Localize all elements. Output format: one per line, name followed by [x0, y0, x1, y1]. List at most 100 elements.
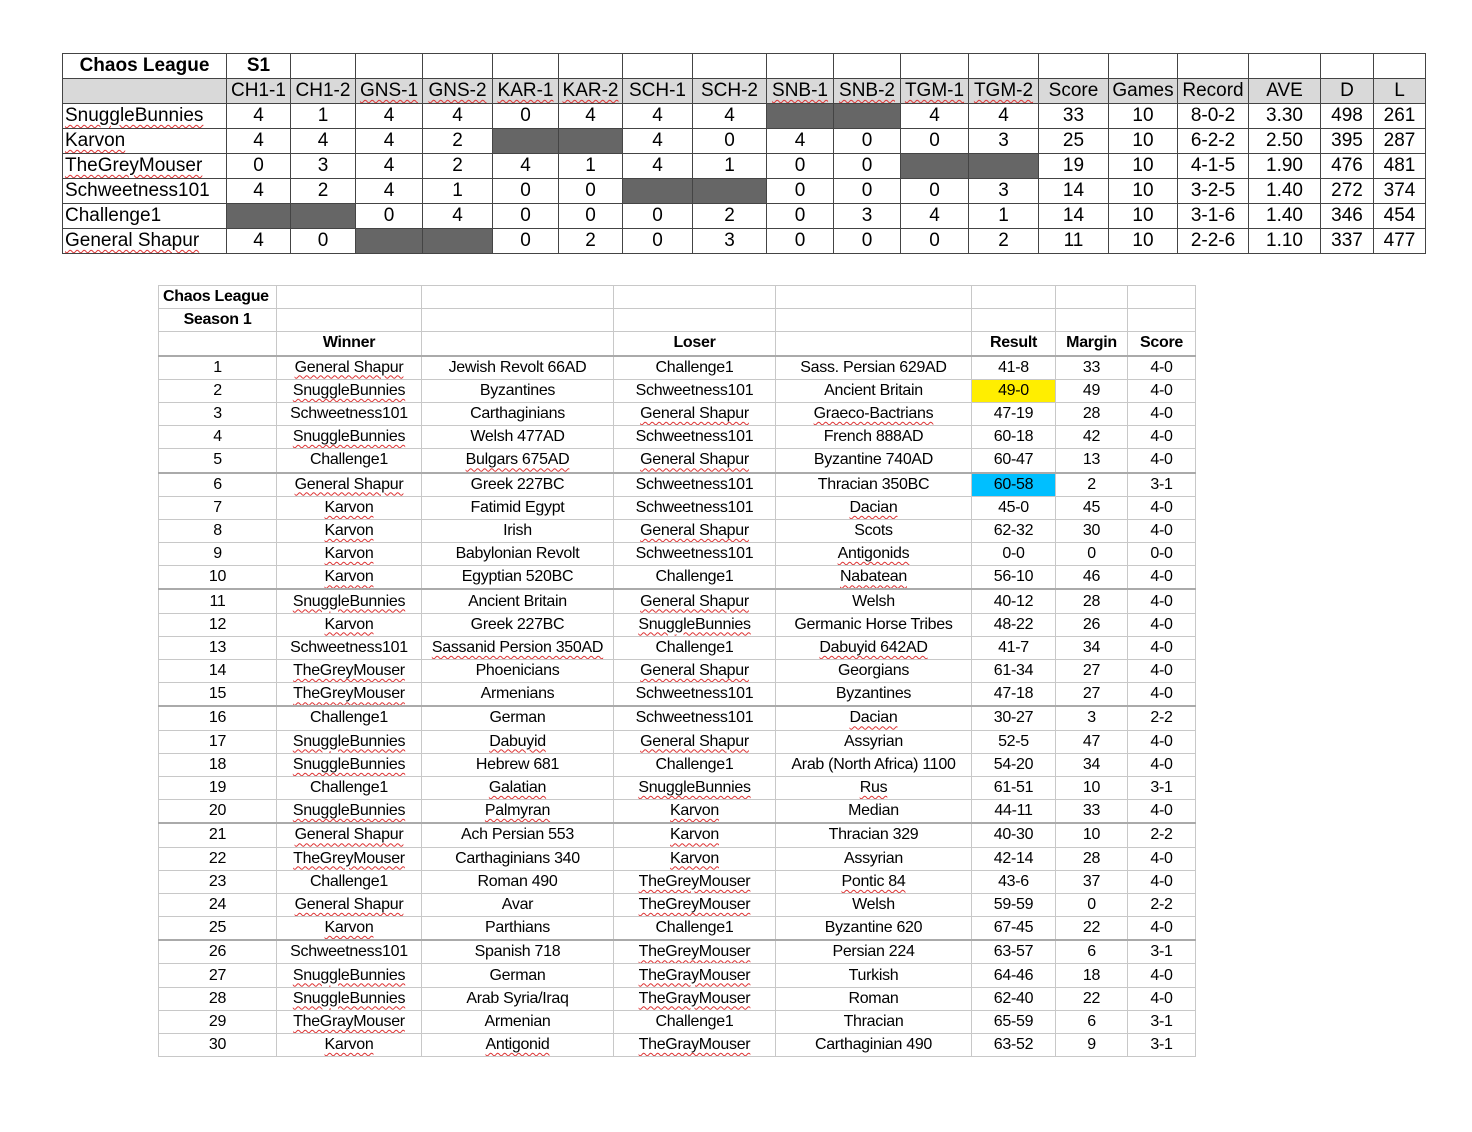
result[interactable]: 49-0 [971, 378, 1056, 403]
winner[interactable]: General Shapur [276, 892, 422, 918]
game-number[interactable]: 30 [158, 1032, 277, 1058]
game-number[interactable]: 26 [158, 939, 277, 965]
loser[interactable]: General Shapur [613, 729, 776, 754]
margin[interactable]: 26 [1055, 612, 1128, 637]
margin[interactable]: 46 [1055, 565, 1128, 591]
result[interactable]: 61-51 [971, 775, 1056, 801]
result[interactable]: 67-45 [971, 916, 1056, 942]
loser[interactable]: Challenge1 [613, 1009, 776, 1035]
loser-army[interactable]: Pontic 84 [775, 869, 972, 894]
result[interactable]: 54-20 [971, 752, 1056, 777]
value-cell[interactable]: 33 [1038, 103, 1109, 129]
score[interactable]: 0-0 [1127, 542, 1196, 567]
value-cell[interactable]: 0 [766, 153, 834, 179]
winner-army[interactable]: Arab Syria/Iraq [421, 986, 614, 1011]
margin[interactable]: 28 [1055, 401, 1128, 427]
game-number[interactable]: 8 [158, 518, 277, 544]
league-title[interactable]: Chaos League [62, 53, 227, 79]
margin[interactable]: 2 [1055, 472, 1128, 497]
empty-cell[interactable] [766, 53, 834, 79]
column-header[interactable]: L [1373, 78, 1426, 104]
empty-cell[interactable] [421, 331, 614, 357]
winner-army[interactable]: German [421, 963, 614, 988]
game-number[interactable]: 28 [158, 986, 277, 1011]
value-cell[interactable]: 2-2-6 [1177, 228, 1249, 254]
score[interactable]: 4-0 [1127, 846, 1196, 871]
league-title[interactable]: Chaos League [158, 284, 277, 310]
result[interactable]: 60-18 [971, 425, 1056, 450]
winner-army[interactable]: Greek 227BC [421, 612, 614, 637]
score[interactable]: 4-0 [1127, 401, 1196, 427]
loser-army[interactable]: Byzantine 740AD [775, 448, 972, 474]
value-cell[interactable]: 0 [833, 153, 901, 179]
winner-army[interactable]: Hebrew 681 [421, 752, 614, 777]
empty-cell[interactable] [1127, 284, 1196, 310]
winner-army[interactable]: Jewish Revolt 66AD [421, 355, 614, 380]
winner[interactable]: TheGrayMouser [276, 1009, 422, 1035]
empty-cell[interactable] [1055, 308, 1128, 333]
game-number[interactable]: 22 [158, 846, 277, 871]
empty-cell[interactable] [355, 53, 423, 79]
empty-cell[interactable] [558, 53, 623, 79]
score[interactable]: 4-0 [1127, 682, 1196, 708]
loser[interactable]: General Shapur [613, 658, 776, 684]
value-cell[interactable]: 1.90 [1248, 153, 1321, 179]
margin[interactable]: 0 [1055, 892, 1128, 918]
value-cell[interactable]: 0 [900, 128, 969, 154]
result[interactable]: 44-11 [971, 799, 1056, 825]
value-cell[interactable]: 3 [290, 153, 356, 179]
loser[interactable]: TheGrayMouser [613, 986, 776, 1011]
loser-army[interactable]: Graeco-Bactrians [775, 401, 972, 427]
score[interactable]: 4-0 [1127, 869, 1196, 894]
value-cell[interactable]: 346 [1320, 203, 1374, 229]
season-label[interactable]: Season 1 [158, 308, 277, 333]
score[interactable]: 4-0 [1127, 658, 1196, 684]
margin[interactable]: 27 [1055, 682, 1128, 708]
result[interactable]: 62-32 [971, 518, 1056, 544]
game-number[interactable]: 1 [158, 355, 277, 380]
empty-cell[interactable] [62, 78, 227, 104]
result[interactable]: 45-0 [971, 495, 1056, 520]
empty-cell[interactable] [1038, 53, 1109, 79]
result[interactable]: 41-8 [971, 355, 1056, 380]
value-cell[interactable]: 8-0-2 [1177, 103, 1249, 129]
score[interactable]: 4-0 [1127, 986, 1196, 1011]
empty-cell[interactable] [900, 53, 969, 79]
value-cell[interactable]: 10 [1108, 128, 1178, 154]
loser-army[interactable]: Georgians [775, 658, 972, 684]
result[interactable]: 43-6 [971, 869, 1056, 894]
value-cell[interactable]: 2 [422, 153, 493, 179]
margin[interactable]: 28 [1055, 588, 1128, 614]
header-loser[interactable]: Loser [613, 331, 776, 357]
loser[interactable]: Karvon [613, 846, 776, 871]
player-name[interactable]: SnuggleBunnies [62, 103, 227, 129]
value-cell[interactable]: 481 [1373, 153, 1426, 179]
value-cell[interactable]: 3 [692, 228, 767, 254]
score[interactable]: 4-0 [1127, 916, 1196, 942]
loser[interactable]: Schweetness101 [613, 682, 776, 708]
margin[interactable]: 49 [1055, 378, 1128, 403]
result[interactable]: 63-52 [971, 1032, 1056, 1058]
value-cell[interactable]: 2 [422, 128, 493, 154]
winner[interactable]: Karvon [276, 518, 422, 544]
winner[interactable]: Karvon [276, 495, 422, 520]
column-header[interactable]: CH1-2 [290, 78, 356, 104]
margin[interactable]: 22 [1055, 986, 1128, 1011]
empty-cell[interactable] [775, 284, 972, 310]
margin[interactable]: 34 [1055, 752, 1128, 777]
margin[interactable]: 6 [1055, 1009, 1128, 1035]
winner[interactable]: Schweetness101 [276, 939, 422, 965]
winner-army[interactable]: Avar [421, 892, 614, 918]
value-cell[interactable]: 4 [226, 228, 291, 254]
column-header[interactable]: Games [1108, 78, 1178, 104]
winner-army[interactable]: Spanish 718 [421, 939, 614, 965]
result[interactable]: 30-27 [971, 705, 1056, 731]
score[interactable]: 4-0 [1127, 612, 1196, 637]
value-cell[interactable]: 0 [622, 203, 693, 229]
loser-army[interactable]: Byzantine 620 [775, 916, 972, 942]
result[interactable]: 48-22 [971, 612, 1056, 637]
value-cell[interactable]: 3-2-5 [1177, 178, 1249, 204]
value-cell[interactable]: 498 [1320, 103, 1374, 129]
value-cell[interactable]: 374 [1373, 178, 1426, 204]
empty-cell[interactable] [1055, 284, 1128, 310]
